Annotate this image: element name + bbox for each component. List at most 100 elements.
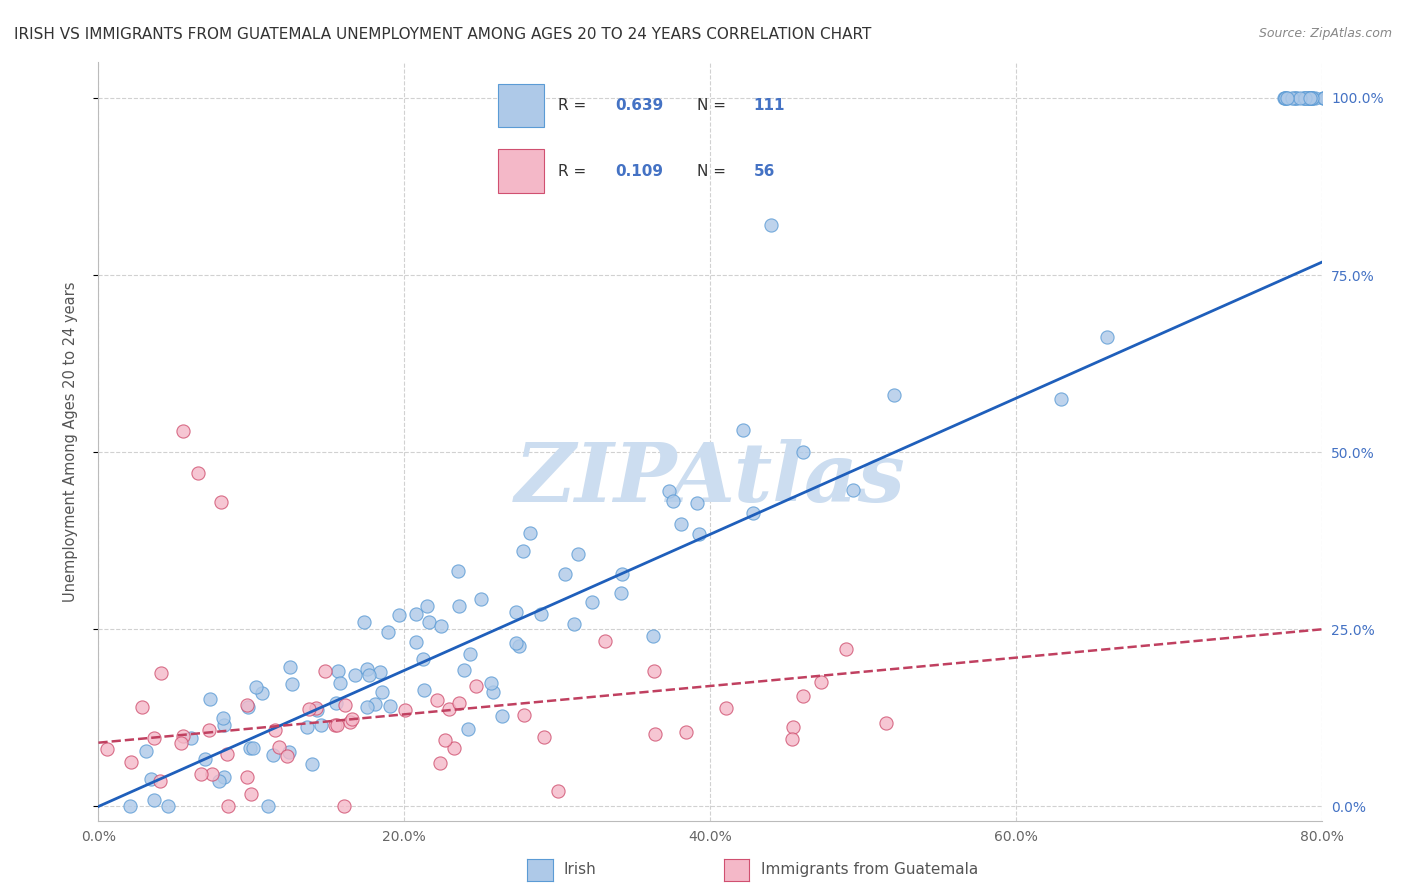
Point xyxy=(215,747,238,762)
Point xyxy=(131,699,153,714)
Point xyxy=(562,617,585,632)
Point xyxy=(276,748,298,763)
Point xyxy=(157,799,180,814)
Point xyxy=(412,652,434,666)
Point xyxy=(662,494,685,508)
Point xyxy=(446,565,468,579)
Point xyxy=(643,664,665,678)
Point xyxy=(378,698,401,713)
Point xyxy=(120,756,142,770)
Point xyxy=(96,741,118,756)
Point xyxy=(433,733,456,747)
Point xyxy=(242,740,264,755)
Point xyxy=(418,615,440,630)
Point xyxy=(1298,91,1320,105)
Point xyxy=(512,544,534,558)
Point xyxy=(235,770,257,784)
Point xyxy=(245,680,267,694)
Point xyxy=(236,700,259,714)
Point xyxy=(305,701,328,715)
Point xyxy=(198,692,221,706)
Point xyxy=(1281,91,1303,105)
Point xyxy=(190,767,212,781)
Point xyxy=(353,615,375,630)
Point xyxy=(172,424,194,438)
Point xyxy=(280,659,302,673)
Point xyxy=(519,526,541,541)
Point xyxy=(1301,91,1323,105)
Point xyxy=(301,756,323,771)
Point xyxy=(325,717,347,731)
Text: IRISH VS IMMIGRANTS FROM GUATEMALA UNEMPLOYMENT AMONG AGES 20 TO 24 YEARS CORREL: IRISH VS IMMIGRANTS FROM GUATEMALA UNEMP… xyxy=(14,27,872,42)
Point xyxy=(759,219,782,233)
Point xyxy=(1313,91,1336,105)
Point xyxy=(581,595,603,609)
Point xyxy=(669,516,692,531)
Point xyxy=(841,483,863,497)
Point xyxy=(1316,91,1339,105)
Point xyxy=(323,717,346,731)
Point xyxy=(201,766,224,780)
Point xyxy=(149,665,172,680)
Point xyxy=(1272,91,1295,105)
Point xyxy=(198,723,221,738)
Point xyxy=(356,699,378,714)
Point xyxy=(457,722,479,736)
Point xyxy=(479,676,502,690)
Point xyxy=(453,663,475,677)
Point xyxy=(1316,91,1339,105)
Point xyxy=(377,625,399,640)
Point xyxy=(295,720,318,734)
Point xyxy=(359,668,381,682)
Point xyxy=(491,708,513,723)
Point xyxy=(1301,91,1323,105)
Point xyxy=(716,701,738,715)
Point xyxy=(1296,91,1319,105)
Point xyxy=(172,729,194,743)
Y-axis label: Unemployment Among Ages 20 to 24 years: Unemployment Among Ages 20 to 24 years xyxy=(63,281,77,602)
Point xyxy=(644,726,666,740)
Point xyxy=(329,676,352,690)
Point xyxy=(437,702,460,716)
Point xyxy=(792,445,814,459)
Point xyxy=(782,720,804,734)
Point xyxy=(1049,392,1071,406)
Point xyxy=(314,664,336,678)
Point xyxy=(1312,91,1334,105)
Point xyxy=(554,567,576,582)
Point xyxy=(371,684,394,698)
Point xyxy=(1097,329,1119,343)
Point xyxy=(264,723,287,737)
Point xyxy=(142,731,165,746)
Point xyxy=(256,799,278,814)
Point xyxy=(688,527,710,541)
Point xyxy=(143,793,166,807)
Point xyxy=(405,634,427,648)
Point xyxy=(170,736,193,750)
Point xyxy=(449,599,471,614)
Point xyxy=(1285,91,1308,105)
Point xyxy=(505,636,527,650)
Point xyxy=(1282,91,1305,105)
Point xyxy=(429,756,451,771)
Point xyxy=(394,703,416,717)
Point xyxy=(1275,91,1298,105)
Point xyxy=(567,548,589,562)
Point xyxy=(1316,91,1339,105)
Point xyxy=(1299,91,1322,105)
Point xyxy=(269,740,291,755)
Point xyxy=(325,696,347,710)
Point xyxy=(236,698,259,712)
Point xyxy=(470,592,492,607)
Point xyxy=(430,618,453,632)
Point xyxy=(458,647,481,661)
Point xyxy=(297,701,319,715)
Point xyxy=(875,715,897,730)
Point xyxy=(780,731,803,746)
Point xyxy=(356,661,378,675)
Point xyxy=(333,799,356,814)
Point xyxy=(1275,91,1298,105)
Point xyxy=(742,506,765,520)
Point xyxy=(180,731,202,745)
Point xyxy=(309,717,332,731)
